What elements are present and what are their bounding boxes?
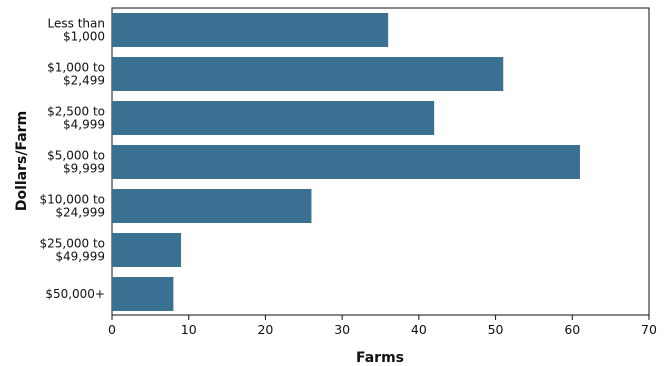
category-label-line: $49,999	[55, 250, 105, 264]
category-label-line: $1,000 to	[47, 61, 105, 75]
category-label-line: $4,999	[63, 118, 105, 132]
category-label-line: $9,999	[63, 162, 105, 176]
x-tick-label: 40	[411, 322, 427, 337]
category-label-line: $5,000 to	[47, 149, 105, 163]
bar	[112, 277, 174, 311]
x-tick-label: 10	[181, 322, 197, 337]
x-tick-label: 30	[334, 322, 350, 337]
x-tick-label: 0	[108, 322, 116, 337]
category-labels: Less than $1,000$1,000 to $2,499$2,500 to $…	[40, 17, 105, 302]
category-label: $2,500 to $4,999	[47, 105, 105, 132]
x-tick-label: 20	[257, 322, 273, 337]
category-label: $25,000 to $49,999	[40, 237, 105, 264]
category-label: $1,000 to $2,499	[47, 61, 105, 88]
category-label-line: $10,000 to	[40, 193, 105, 207]
category-label: $50,000+	[45, 287, 105, 301]
category-label-line: $50,000+	[45, 287, 105, 301]
category-label-line: $2,500 to	[47, 105, 105, 119]
x-tick-label: 50	[488, 322, 504, 337]
category-label-line: $1,000	[63, 30, 105, 44]
bar	[112, 233, 182, 267]
category-label: $5,000 to $9,999	[47, 149, 105, 176]
bar	[112, 101, 435, 135]
x-axis-title: Farms	[356, 350, 404, 366]
bar	[112, 13, 389, 47]
category-label-line: Less than	[48, 17, 105, 31]
category-label-line: $2,499	[63, 74, 105, 88]
category-label: Less than $1,000	[48, 17, 105, 44]
y-axis-title: Dollars/Farm	[14, 111, 30, 211]
bar	[112, 189, 312, 223]
category-label-line: $24,999	[55, 206, 105, 220]
bar	[112, 57, 504, 91]
bar	[112, 145, 580, 179]
category-label-line: $25,000 to	[40, 237, 105, 251]
bars-group	[112, 13, 580, 311]
category-label: $10,000 to $24,999	[40, 193, 105, 220]
x-tick-label: 70	[641, 322, 657, 337]
x-tick-label: 60	[564, 322, 580, 337]
x-axis: 0 10 20 30 40 50 60 70	[108, 315, 657, 337]
